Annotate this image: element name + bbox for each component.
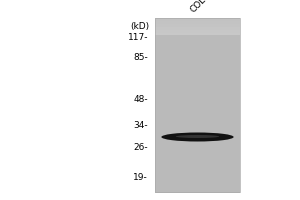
Text: COLO205: COLO205 (189, 0, 225, 14)
Bar (155, 44, 240, 47)
Bar (155, 56, 240, 59)
Bar (155, 111, 240, 114)
Bar (155, 186, 240, 190)
Text: 34-: 34- (134, 121, 148, 130)
Bar (155, 82, 240, 85)
Bar (155, 189, 240, 192)
Bar (155, 30, 240, 33)
Bar (155, 108, 240, 111)
Bar (155, 41, 240, 45)
Text: 26-: 26- (134, 144, 148, 152)
Bar (155, 79, 240, 82)
Bar (155, 73, 240, 76)
Bar (155, 53, 240, 56)
Bar (155, 32, 240, 36)
Bar (155, 27, 240, 30)
Bar (155, 175, 240, 178)
Bar (155, 131, 240, 135)
Bar (155, 67, 240, 71)
Bar (155, 102, 240, 106)
Bar (155, 93, 240, 97)
Bar (155, 90, 240, 94)
Bar (155, 76, 240, 79)
Bar (155, 160, 240, 164)
Bar (155, 163, 240, 166)
Bar (155, 64, 240, 68)
Bar (155, 114, 240, 117)
Ellipse shape (161, 132, 234, 142)
Bar (155, 99, 240, 103)
Bar (155, 134, 240, 137)
Text: 85-: 85- (133, 53, 148, 62)
Bar (155, 143, 240, 146)
Bar (155, 62, 240, 65)
Bar (155, 50, 240, 53)
Bar (155, 117, 240, 120)
Bar (155, 166, 240, 169)
Bar (155, 59, 240, 62)
Text: (kD): (kD) (130, 22, 149, 31)
Bar (155, 157, 240, 161)
Bar (155, 140, 240, 143)
Text: 117-: 117- (128, 33, 148, 43)
Bar (155, 119, 240, 123)
Bar (155, 128, 240, 132)
Bar (155, 21, 240, 24)
Bar (155, 125, 240, 129)
Bar (155, 151, 240, 155)
Bar (155, 172, 240, 175)
Bar (155, 122, 240, 126)
Text: 48-: 48- (134, 96, 148, 104)
Bar (155, 85, 240, 88)
Bar (155, 154, 240, 158)
Bar (155, 96, 240, 100)
Bar (155, 88, 240, 91)
Bar (155, 183, 240, 187)
Bar (155, 148, 240, 152)
Bar (155, 146, 240, 149)
Bar (155, 178, 240, 181)
Bar (155, 18, 240, 192)
Ellipse shape (176, 135, 219, 138)
Text: 19-: 19- (133, 173, 148, 182)
Bar (155, 35, 240, 39)
Bar (155, 38, 240, 42)
Bar (155, 18, 240, 21)
Bar (155, 105, 240, 108)
Bar (155, 70, 240, 74)
Bar (155, 24, 240, 27)
Bar (155, 180, 240, 184)
Bar (155, 169, 240, 172)
Bar (155, 137, 240, 140)
Bar (155, 47, 240, 50)
